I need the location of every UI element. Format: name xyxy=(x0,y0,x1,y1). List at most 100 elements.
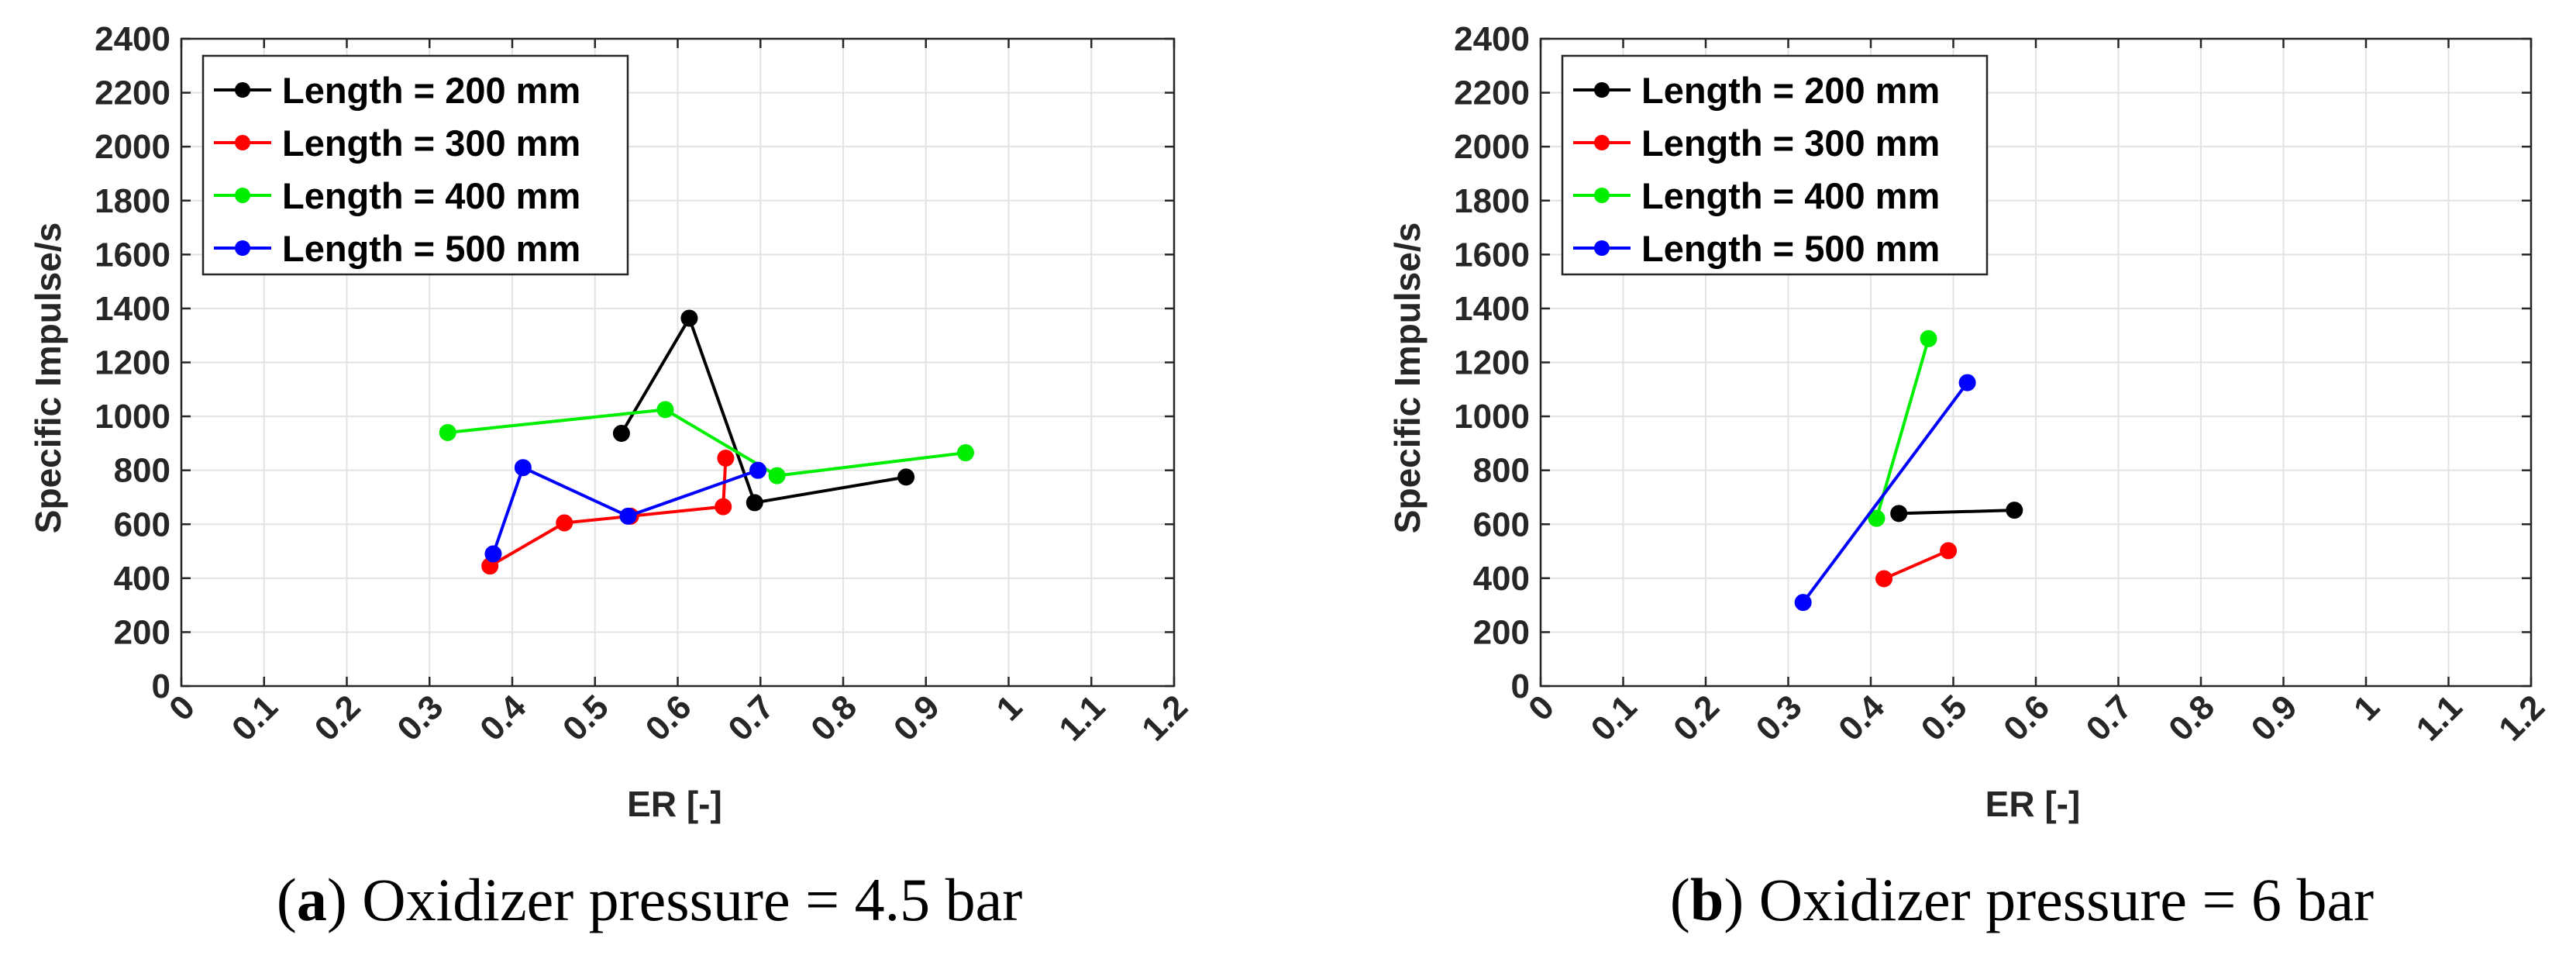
y-tick-label: 1000 xyxy=(1454,398,1530,436)
legend-swatch-marker xyxy=(235,82,250,98)
x-tick-label: 0.6 xyxy=(1996,688,2057,748)
data-point xyxy=(749,461,767,479)
series-400mm xyxy=(1868,329,1937,527)
data-point xyxy=(1920,329,1937,347)
x-tick-label: 0.5 xyxy=(1914,688,1975,748)
x-tick-label: 0.8 xyxy=(804,688,864,748)
series-300mm xyxy=(1875,542,1958,588)
data-point xyxy=(439,423,456,441)
y-axis-label: Specific Impulse/s xyxy=(28,222,68,533)
legend-label: Length = 200 mm xyxy=(282,70,580,111)
data-point xyxy=(897,468,915,486)
series-200mm xyxy=(612,309,915,512)
chart-b: 0 200 400 600 800 1000 1200 1400 1600 1800 2000 220… xyxy=(1387,20,2552,933)
y-tick-label: 800 xyxy=(114,452,170,490)
data-point xyxy=(619,507,637,525)
series-line xyxy=(1802,381,1969,604)
panel-caption: (b) Oxidizer pressure = 6 bar xyxy=(1670,866,2374,933)
caption-close-paren: ) xyxy=(327,866,362,933)
x-tick-label: 0.2 xyxy=(1666,688,1727,748)
legend-label: Length = 300 mm xyxy=(282,122,580,164)
y-tick-label: 200 xyxy=(114,613,170,651)
series-200mm xyxy=(1890,502,2023,522)
y-tick-label: 800 xyxy=(1473,452,1530,490)
x-tick-label: 0.7 xyxy=(721,688,781,748)
y-tick-label: 600 xyxy=(114,505,170,543)
caption-letter: b xyxy=(1690,866,1724,933)
x-tick-label: 0.7 xyxy=(2079,688,2140,748)
data-point xyxy=(1875,570,1893,588)
x-tick-label: 1.2 xyxy=(2492,688,2552,748)
y-tick-label: 2000 xyxy=(95,128,170,166)
legend: Length = 200 mm Length = 300 mm Length = 4… xyxy=(1561,54,1989,276)
series-400mm xyxy=(439,401,974,485)
data-point xyxy=(656,401,674,419)
x-axis-label: ER [-] xyxy=(1985,784,2081,824)
y-tick-label: 1600 xyxy=(1454,236,1530,274)
data-point xyxy=(556,514,573,532)
series-line xyxy=(1883,549,1949,581)
legend-label: Length = 500 mm xyxy=(282,228,580,269)
legend-label: Length = 400 mm xyxy=(1641,175,1940,216)
caption-text: Oxidizer pressure = 6 bar xyxy=(1759,866,2374,933)
y-tick-label: 2400 xyxy=(1454,20,1530,58)
legend-label: Length = 200 mm xyxy=(1641,70,1940,111)
data-point xyxy=(717,450,735,467)
x-tick-label: 0.6 xyxy=(639,688,699,748)
y-tick-label: 1200 xyxy=(1454,344,1530,382)
caption-letter: a xyxy=(297,866,327,933)
data-point xyxy=(1794,594,1812,612)
data-point xyxy=(612,425,630,443)
series-line xyxy=(620,316,907,505)
y-tick-label: 600 xyxy=(1473,505,1530,543)
x-tick-label: 0.4 xyxy=(1831,688,1892,748)
y-tick-label: 200 xyxy=(1473,613,1530,651)
y-tick-label: 1400 xyxy=(1454,290,1530,328)
legend-swatch-marker xyxy=(235,135,250,150)
x-tick-label: 1 xyxy=(990,688,1030,728)
data-point xyxy=(1890,505,1908,522)
caption-open-paren: ( xyxy=(277,866,297,933)
x-tick-label: 0.8 xyxy=(2161,688,2222,748)
legend: Length = 200 mm Length = 300 mm Length = 4… xyxy=(201,54,629,276)
series-line xyxy=(1899,509,2015,516)
data-point xyxy=(680,309,698,327)
series-line xyxy=(491,466,759,555)
x-tick-label: 1.1 xyxy=(2409,688,2470,748)
y-tick-label: 0 xyxy=(1511,667,1530,705)
legend-label: Length = 400 mm xyxy=(282,175,580,216)
chart-a: 0 200 400 600 800 1000 1200 1400 1600 1800 2000 220… xyxy=(28,20,1195,933)
y-tick-label: 2200 xyxy=(1454,74,1530,112)
series-500mm xyxy=(1794,374,1976,612)
y-tick-label: 1400 xyxy=(95,290,170,328)
legend-swatch-marker xyxy=(1594,135,1610,150)
legend-swatch-marker xyxy=(1594,82,1610,98)
data-point xyxy=(1868,509,1886,527)
legend-swatch-marker xyxy=(235,188,250,203)
x-tick-label: 0.5 xyxy=(556,688,616,748)
y-axis-label: Specific Impulse/s xyxy=(1387,222,1427,533)
y-tick-label: 1200 xyxy=(95,344,170,382)
legend-box xyxy=(201,54,629,276)
data-point xyxy=(2006,502,2023,519)
y-tick-label: 2000 xyxy=(1454,128,1530,166)
legend-box xyxy=(1561,54,1989,276)
panel-caption: (a) Oxidizer pressure = 4.5 bar xyxy=(277,866,1022,933)
data-point xyxy=(514,459,532,477)
caption-text: Oxidizer pressure = 4.5 bar xyxy=(362,866,1022,933)
x-tick-label: 0.1 xyxy=(225,688,285,748)
y-tick-label: 2200 xyxy=(95,74,170,112)
legend-swatch-marker xyxy=(1594,240,1610,256)
y-tick-label: 1800 xyxy=(1454,182,1530,220)
series-line xyxy=(1875,338,1930,519)
y-tick-label: 1800 xyxy=(95,182,170,220)
legend-label: Length = 500 mm xyxy=(1641,228,1940,269)
series-line xyxy=(447,408,966,478)
x-tick-label: 0.4 xyxy=(473,688,533,748)
caption-open-paren: ( xyxy=(1670,866,1690,933)
legend-swatch-marker xyxy=(1594,188,1610,203)
x-tick-label: 0.3 xyxy=(390,688,450,748)
data-point xyxy=(956,444,974,462)
x-tick-label: 0.1 xyxy=(1584,688,1644,748)
